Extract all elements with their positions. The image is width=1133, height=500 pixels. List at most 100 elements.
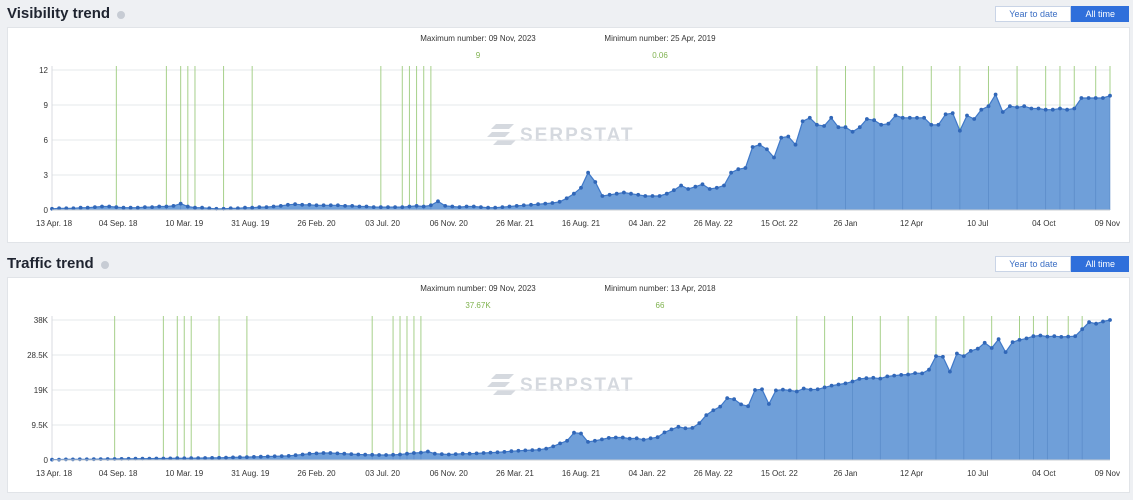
- data-point: [1101, 319, 1105, 324]
- data-point: [1015, 105, 1019, 110]
- data-point: [426, 449, 430, 454]
- traffic-min-label: Minimum number: 13 Apr, 2018: [604, 284, 716, 293]
- data-point: [171, 204, 176, 208]
- data-point: [189, 456, 194, 461]
- x-tick-label: 04 Sep. 18: [99, 469, 138, 478]
- data-point: [753, 388, 757, 392]
- data-point: [474, 451, 479, 456]
- x-tick-label: 16 Aug. 21: [562, 469, 601, 478]
- data-point: [71, 457, 75, 462]
- traffic-chart[interactable]: SERPSTAT 38K 28.5K 19K 9.5K 0 13 Apr. 18 04 Sep…: [8, 278, 1129, 492]
- watermark-logo-icon: [487, 374, 516, 395]
- data-point: [629, 191, 633, 196]
- data-point: [572, 191, 576, 196]
- data-point: [722, 183, 726, 188]
- visibility-title: Visibility trend: [7, 5, 111, 22]
- data-point: [593, 180, 598, 184]
- data-point: [479, 205, 483, 210]
- data-point: [264, 205, 269, 210]
- info-icon[interactable]: [117, 10, 126, 19]
- data-point: [906, 372, 910, 377]
- data-point: [429, 203, 433, 208]
- data-point: [203, 456, 208, 460]
- data-point: [564, 196, 569, 201]
- area-fill: [52, 94, 1110, 210]
- data-point: [450, 204, 455, 209]
- data-point: [565, 438, 569, 443]
- data-point: [579, 431, 583, 436]
- data-point: [892, 373, 897, 378]
- y-tick-label: 28.5K: [27, 351, 49, 360]
- data-point: [391, 452, 395, 457]
- data-point: [238, 455, 242, 460]
- data-point: [620, 435, 625, 440]
- data-point: [829, 383, 834, 388]
- data-point: [521, 203, 526, 208]
- data-point: [154, 456, 159, 461]
- traffic-min-value: 66: [655, 301, 665, 310]
- data-point: [697, 421, 702, 426]
- all-time-button[interactable]: All time: [1071, 6, 1129, 22]
- data-point: [801, 386, 806, 391]
- x-tick-label: 10 Jul: [967, 469, 989, 478]
- data-point: [135, 205, 140, 210]
- data-point: [250, 205, 255, 210]
- area-fill: [52, 320, 1110, 460]
- x-tick-label: 31 Aug. 19: [231, 219, 270, 228]
- data-point: [936, 122, 941, 127]
- data-point: [107, 204, 112, 209]
- data-point: [1024, 336, 1029, 341]
- data-point: [1059, 335, 1064, 339]
- data-point: [84, 457, 89, 462]
- data-point: [328, 203, 333, 208]
- year-to-date-button[interactable]: Year to date: [995, 6, 1072, 22]
- x-tick-label: 03 Jul. 20: [365, 219, 400, 228]
- data-point: [915, 115, 919, 120]
- data-point: [502, 450, 507, 454]
- data-point: [815, 122, 819, 127]
- data-point: [164, 204, 169, 209]
- x-tick-label: 10 Jul: [967, 219, 989, 228]
- y-tick-label: 12: [39, 66, 48, 75]
- x-tick-label: 12 Apr: [900, 469, 923, 478]
- data-point: [886, 121, 891, 126]
- visibility-max-value: 9: [475, 51, 481, 60]
- data-point: [829, 115, 834, 120]
- data-point: [243, 205, 247, 210]
- traffic-range-toggle: Year to date All time: [995, 256, 1129, 272]
- data-point: [1003, 350, 1008, 354]
- data-point: [279, 454, 284, 458]
- data-point: [760, 387, 764, 392]
- data-point: [871, 375, 876, 380]
- data-point: [648, 436, 653, 441]
- data-point: [349, 452, 354, 456]
- x-tick-label: 15 Oct. 22: [761, 219, 798, 228]
- data-point: [370, 452, 375, 457]
- data-point: [460, 451, 465, 456]
- data-point: [600, 194, 605, 198]
- visibility-chart[interactable]: SERPSTAT 12 9 6 3 0 13 Apr. 18 04 Sep. 18 10 Mar…: [8, 28, 1129, 242]
- data-point: [342, 451, 347, 456]
- data-point: [495, 450, 500, 455]
- data-point: [128, 205, 133, 210]
- data-point: [850, 129, 855, 134]
- data-point: [843, 381, 848, 386]
- data-point: [157, 204, 162, 209]
- data-point: [972, 117, 977, 121]
- data-point: [586, 170, 590, 175]
- data-point: [955, 351, 959, 356]
- data-point: [857, 377, 862, 381]
- data-point: [865, 117, 869, 121]
- x-tick-label: 26 Jan: [833, 219, 857, 228]
- x-tick-label: 03 Jul. 20: [365, 469, 400, 478]
- data-point: [718, 404, 723, 409]
- x-tick-label: 10 Mar. 19: [165, 469, 203, 478]
- year-to-date-button[interactable]: Year to date: [995, 256, 1072, 272]
- data-point: [693, 184, 698, 189]
- data-point: [943, 112, 948, 117]
- info-icon[interactable]: [100, 260, 109, 269]
- x-tick-label: 04 Jan. 22: [628, 219, 666, 228]
- data-point: [414, 204, 419, 208]
- all-time-button[interactable]: All time: [1071, 256, 1129, 272]
- watermark-text: SERPSTAT: [520, 375, 635, 396]
